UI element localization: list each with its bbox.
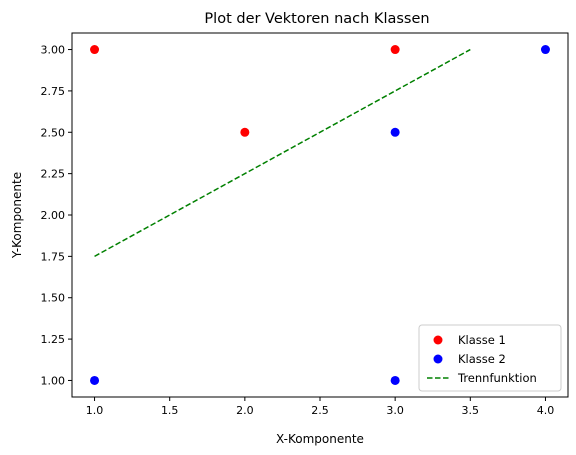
x-tick-label: 3.5 [462,404,480,417]
y-tick-label: 1.00 [41,374,66,387]
y-tick-label: 1.25 [41,333,66,346]
y-tick-label: 3.00 [41,44,66,57]
chart-title: Plot der Vektoren nach Klassen [204,11,429,27]
legend-marker-swatch [433,354,443,364]
data-point [90,45,100,55]
x-tick-label: 1.0 [86,404,104,417]
data-point [90,375,100,385]
separator-line [94,48,471,258]
data-series [90,45,550,385]
y-axis-label: Y-Komponente [10,172,24,259]
data-point [390,45,400,55]
legend-label: Klasse 1 [458,333,506,347]
legend-label: Trennfunktion [457,371,537,385]
y-tick-label: 2.00 [41,209,66,222]
y-tick-label: 1.50 [41,292,66,305]
x-tick-label: 1.5 [161,404,179,417]
y-axis-ticks: 1.00 1.25 1.50 1.75 2.00 2.25 2.50 2.75 3.00 [41,44,72,387]
x-axis-ticks: 1.0 1.5 2.0 2.5 3.0 3.5 4.0 [86,397,554,417]
legend: Klasse 1 Klasse 2 Trennfunktion [418,324,562,392]
data-point [390,127,400,137]
legend-label: Klasse 2 [458,352,506,366]
data-point [540,45,550,55]
x-tick-label: 2.5 [311,404,329,417]
x-tick-label: 3.0 [386,404,404,417]
y-tick-label: 2.75 [41,85,66,98]
y-tick-label: 2.25 [41,168,66,181]
data-point [390,375,400,385]
data-point [240,127,250,137]
legend-marker-swatch [433,335,443,345]
x-tick-label: 4.0 [537,404,555,417]
y-tick-label: 2.50 [41,126,66,139]
x-axis-label: X-Komponente [276,432,364,446]
y-tick-label: 1.75 [41,250,66,263]
x-tick-label: 2.0 [236,404,254,417]
legend-box [418,324,562,392]
